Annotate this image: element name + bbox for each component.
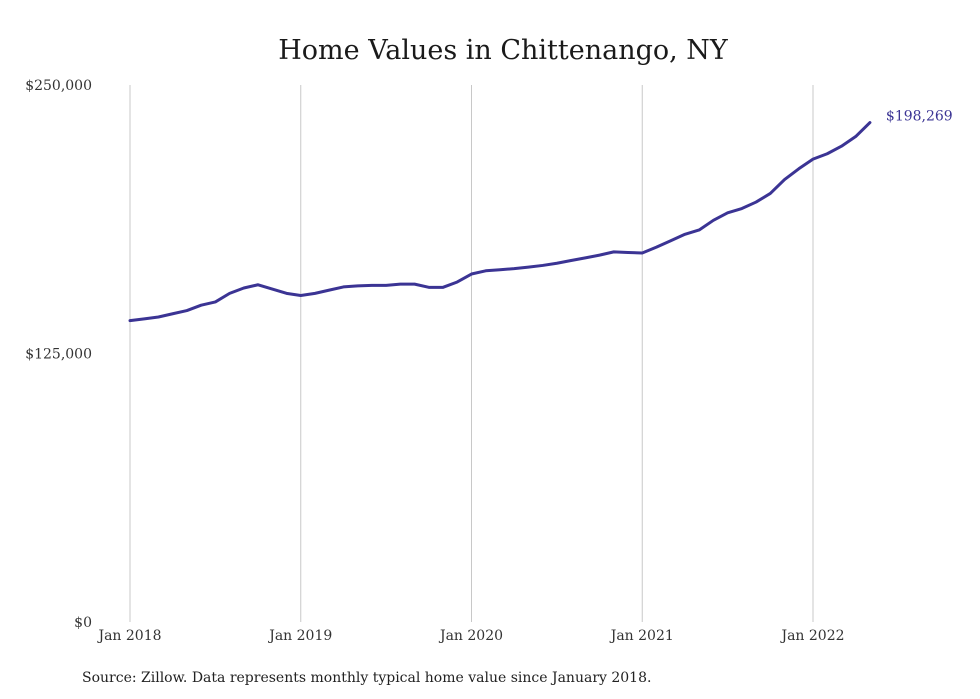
chart-title: Home Values in Chittenango, NY xyxy=(278,35,729,66)
end-value-label: $198,269 xyxy=(886,109,953,125)
x-tick-label: Jan 2019 xyxy=(267,628,332,644)
y-tick-label: $0 xyxy=(74,615,92,631)
y-axis-ticks: $0 $125,000 $250,000 xyxy=(25,78,92,631)
x-tick-label: Jan 2020 xyxy=(438,628,503,644)
x-axis-ticks: Jan 2018 Jan 2019 Jan 2020 Jan 2021 Jan 2022 xyxy=(96,628,844,644)
series-layer: $198,269 xyxy=(128,109,953,323)
source-note: Source: Zillow. Data represents monthly … xyxy=(82,670,651,686)
series-line xyxy=(128,121,872,323)
y-tick-label: $125,000 xyxy=(25,347,92,363)
y-tick-label: $250,000 xyxy=(25,78,92,94)
x-tick-label: Jan 2021 xyxy=(609,628,674,644)
gridlines xyxy=(129,85,814,622)
x-tick-label: Jan 2018 xyxy=(96,628,161,644)
x-tick-label: Jan 2022 xyxy=(779,628,844,644)
